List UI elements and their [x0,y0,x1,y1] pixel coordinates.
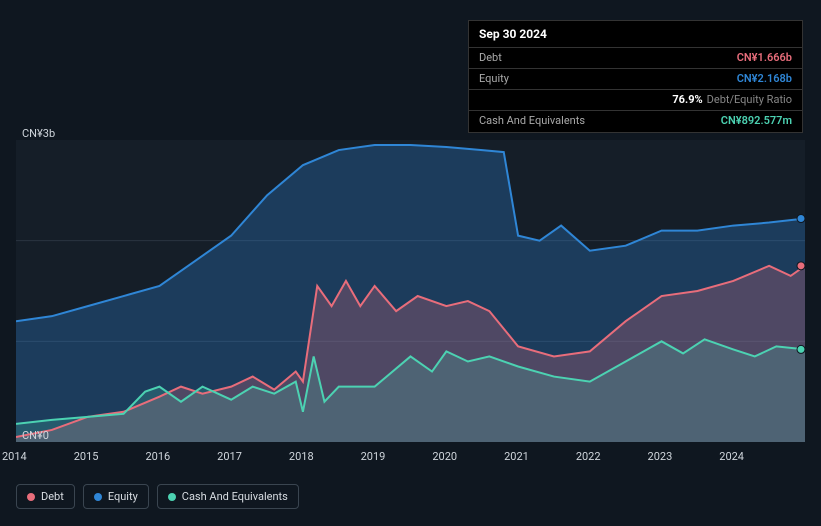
tooltip-row: Equity CN¥2.168b [469,68,802,89]
legend-label: Cash And Equivalents [182,490,288,503]
tooltip-row: 76.9%Debt/Equity Ratio [469,89,802,110]
legend-dot-icon [94,493,102,501]
legend-item-debt[interactable]: Debt [16,484,75,509]
x-tick-label: 2018 [289,450,314,463]
x-tick-label: 2014 [2,450,27,463]
x-tick-label: 2020 [432,450,457,463]
chart-tooltip: Sep 30 2024 Debt CN¥1.666b Equity CN¥2.168b 7… [468,20,803,133]
x-tick-label: 2015 [74,450,99,463]
x-tick-label: 2017 [217,450,242,463]
tooltip-row-label: Equity [479,72,509,86]
series-end-marker [797,345,805,353]
x-tick-label: 2021 [504,450,529,463]
y-tick-label: CN¥0 [22,429,49,442]
financial-chart [16,140,805,442]
series-end-marker [797,215,805,223]
legend-item-equity[interactable]: Equity [83,484,149,509]
legend-item-cash-and-equivalents[interactable]: Cash And Equivalents [157,484,299,509]
y-tick-label: CN¥3b [22,127,55,140]
tooltip-row-value: 76.9%Debt/Equity Ratio [672,93,792,107]
legend-dot-icon [168,493,176,501]
tooltip-row-value: CN¥2.168b [737,72,792,86]
tooltip-row-value: CN¥892.577m [721,114,792,128]
chart-legend: Debt Equity Cash And Equivalents [16,484,299,509]
legend-label: Debt [41,490,64,503]
x-tick-label: 2022 [576,450,601,463]
legend-label: Equity [108,490,138,503]
x-tick-label: 2016 [145,450,170,463]
tooltip-row-label: Cash And Equivalents [479,114,585,128]
x-tick-label: 2024 [719,450,744,463]
series-end-marker [797,262,805,270]
x-tick-label: 2023 [648,450,673,463]
tooltip-date: Sep 30 2024 [469,21,802,47]
tooltip-row: Debt CN¥1.666b [469,47,802,68]
tooltip-row: Cash And Equivalents CN¥892.577m [469,110,802,131]
x-tick-label: 2019 [361,450,386,463]
tooltip-row-label: Debt [479,51,502,65]
tooltip-row-value: CN¥1.666b [737,51,792,65]
legend-dot-icon [27,493,35,501]
